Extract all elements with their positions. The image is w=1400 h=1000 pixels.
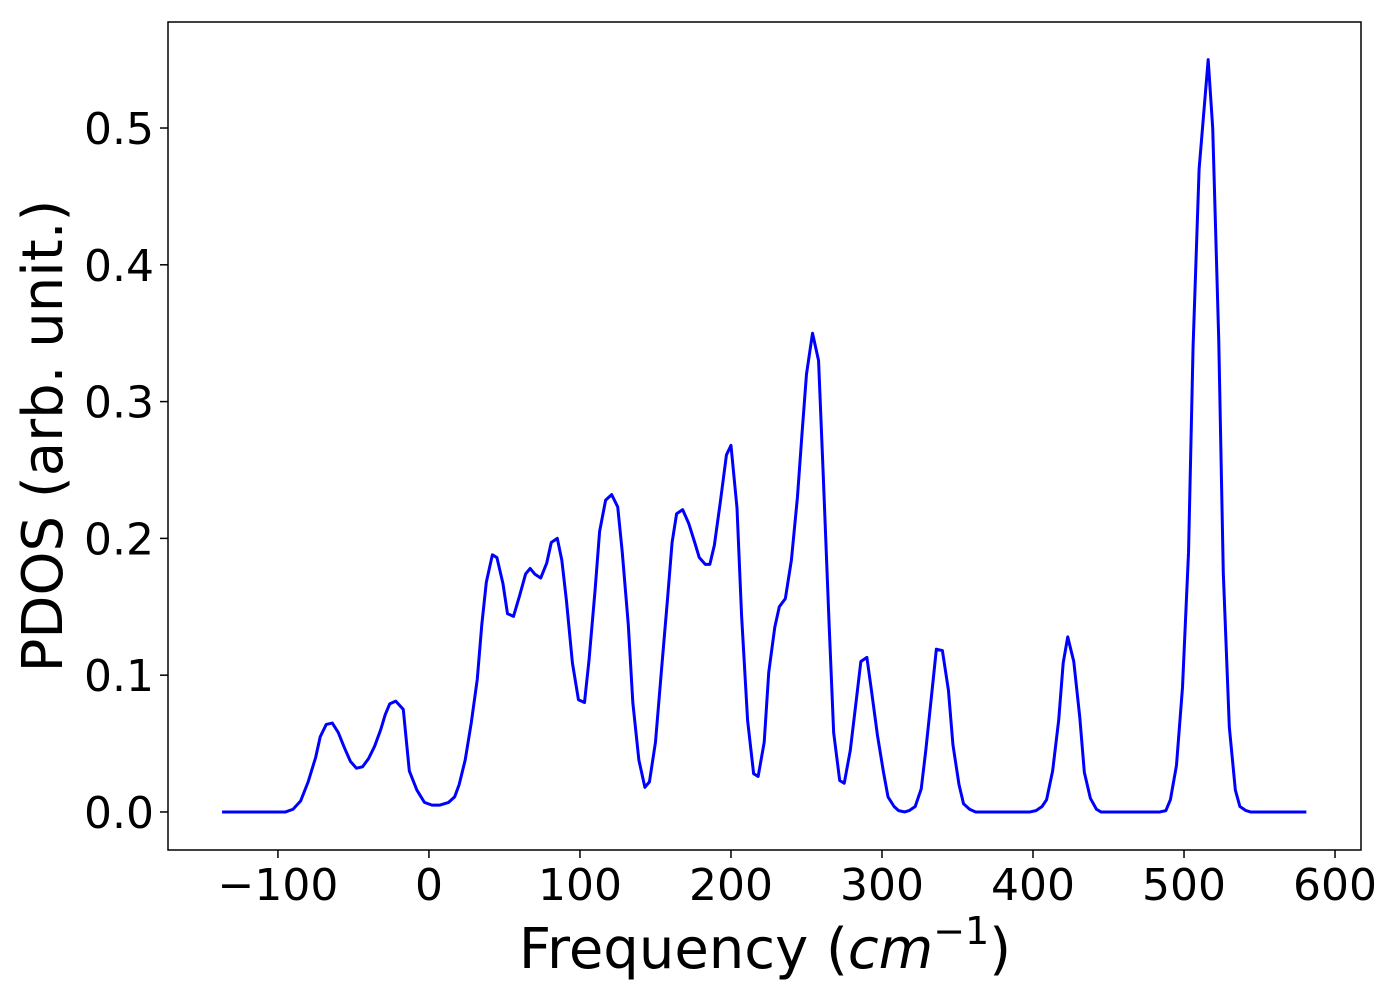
x-axis-label: Frequency (cm−1)	[519, 909, 1011, 982]
x-tick-label: −100	[218, 860, 339, 911]
y-tick-label: 0.5	[84, 104, 154, 155]
pdos-line	[222, 58, 1307, 814]
x-label-sup: −1	[933, 909, 989, 953]
plot-frame	[167, 21, 1362, 851]
x-tick-label: 0	[415, 860, 443, 911]
x-label-close: )	[989, 917, 1011, 982]
y-tick-label: 0.1	[84, 651, 154, 702]
x-tick-label: 300	[840, 860, 924, 911]
y-tick-label: 0.2	[84, 514, 154, 565]
y-tick-label: 0.3	[84, 378, 154, 429]
x-tick-label: 100	[538, 860, 622, 911]
x-label-math: cm	[848, 917, 933, 982]
y-axis-label: PDOS (arb. unit.)	[11, 200, 76, 673]
x-tick-label: 200	[689, 860, 773, 911]
x-label-text: Frequency (	[519, 917, 848, 982]
y-tick-label: 0.0	[84, 788, 154, 839]
x-tick-label: 400	[991, 860, 1075, 911]
x-tick-label: 500	[1142, 860, 1226, 911]
y-tick-label: 0.4	[84, 241, 154, 292]
x-tick-label: 600	[1293, 860, 1377, 911]
